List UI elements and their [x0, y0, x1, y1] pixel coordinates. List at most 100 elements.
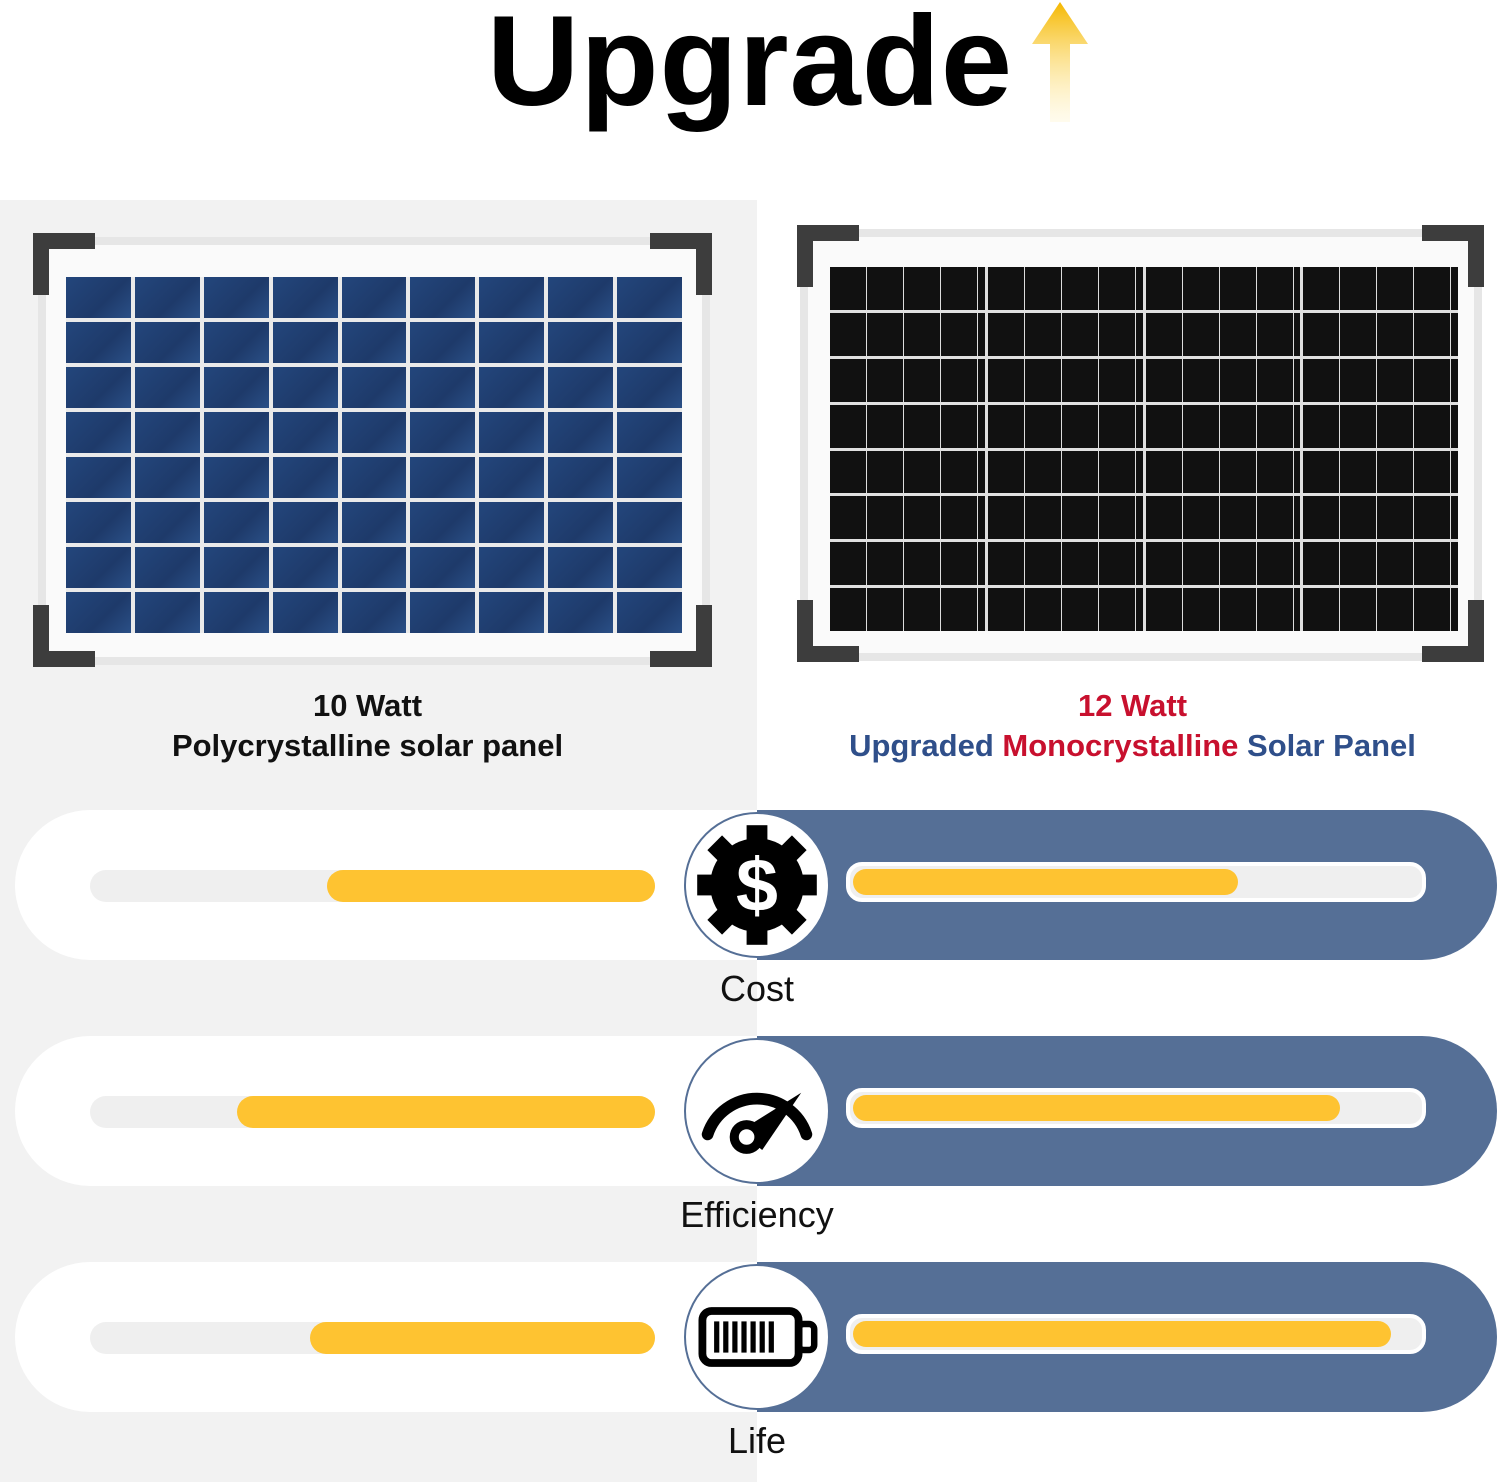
- solar-cell: [830, 450, 985, 494]
- solar-cell: [66, 412, 131, 453]
- left-product-caption: 10 Watt Polycrystalline solar panel: [0, 686, 735, 766]
- solar-cell: [203, 367, 269, 408]
- solar-cell: [341, 367, 407, 408]
- solar-cell: [272, 457, 338, 498]
- solar-cell: [987, 312, 1143, 356]
- solar-cell: [830, 312, 985, 356]
- solar-cell: [341, 277, 407, 318]
- solar-cell: [548, 592, 614, 633]
- polycrystalline-panel-image: [38, 237, 710, 665]
- solar-cell: [1303, 312, 1458, 356]
- solar-cell: [1303, 450, 1458, 494]
- solar-cell: [1145, 358, 1301, 402]
- solar-cell: [272, 502, 338, 543]
- solar-cell: [1145, 450, 1301, 494]
- solar-cell: [410, 547, 476, 588]
- solar-cell: [617, 547, 682, 588]
- solar-cell: [203, 502, 269, 543]
- solar-cell: [203, 322, 269, 363]
- solar-cell: [987, 496, 1143, 540]
- solar-cell: [134, 592, 200, 633]
- metric-label: Efficiency: [680, 1194, 834, 1235]
- solar-cell: [1145, 267, 1301, 310]
- solar-cell: [987, 358, 1143, 402]
- solar-cell: [987, 450, 1143, 494]
- right-product-prefix: Upgraded: [849, 728, 994, 763]
- solar-cell: [479, 412, 545, 453]
- solar-cell: [272, 592, 338, 633]
- solar-cell: [203, 457, 269, 498]
- left-level-bar: [90, 870, 655, 902]
- solar-cell: [272, 547, 338, 588]
- solar-cell: [1303, 358, 1458, 402]
- right-level-bar: [846, 1314, 1426, 1354]
- dollar-gear-icon: $: [684, 812, 830, 958]
- solar-cell: [548, 457, 614, 498]
- metric-row-cost: [15, 810, 1497, 960]
- solar-cell: [548, 367, 614, 408]
- solar-cell: [479, 502, 545, 543]
- metric-label: Life: [727, 1420, 787, 1461]
- right-level-bar: [846, 862, 1426, 902]
- solar-cell: [617, 502, 682, 543]
- left-level-fill: [310, 1322, 655, 1354]
- solar-cell: [203, 547, 269, 588]
- solar-cell: [66, 277, 131, 318]
- solar-cell: [830, 588, 985, 631]
- left-product-watt: 10 Watt: [312, 688, 423, 723]
- solar-cell: [1145, 312, 1301, 356]
- solar-cell: [410, 592, 476, 633]
- page-title: Upgrade: [486, 0, 1014, 133]
- solar-cell: [830, 404, 985, 448]
- solar-cell: [1145, 496, 1301, 540]
- left-level-fill: [327, 870, 655, 902]
- svg-text:$: $: [736, 843, 778, 927]
- solar-cell: [987, 542, 1143, 586]
- solar-cell: [272, 367, 338, 408]
- solar-cell: [479, 547, 545, 588]
- solar-cell: [341, 592, 407, 633]
- solar-cell: [548, 277, 614, 318]
- solar-cell: [617, 367, 682, 408]
- solar-cell: [830, 496, 985, 540]
- monocrystalline-panel-image: [800, 229, 1482, 661]
- solar-cell: [410, 277, 476, 318]
- solar-cell: [617, 592, 682, 633]
- solar-cell: [410, 502, 476, 543]
- solar-cell: [617, 322, 682, 363]
- solar-cell: [1145, 542, 1301, 586]
- solar-cell: [203, 412, 269, 453]
- metric-label: Cost: [719, 968, 795, 1009]
- solar-cell: [272, 322, 338, 363]
- solar-cell: [479, 277, 545, 318]
- speedometer-icon: [684, 1038, 830, 1184]
- solar-cell: [479, 457, 545, 498]
- solar-cell: [272, 277, 338, 318]
- left-level-bar: [90, 1096, 655, 1128]
- solar-cell: [1303, 496, 1458, 540]
- solar-cell: [341, 457, 407, 498]
- solar-cell: [134, 277, 200, 318]
- solar-cell: [66, 367, 131, 408]
- right-level-fill: [853, 1321, 1391, 1347]
- solar-cell: [1303, 404, 1458, 448]
- solar-cell: [830, 267, 985, 310]
- metric-row-efficiency: [15, 1036, 1497, 1186]
- solar-cell: [134, 547, 200, 588]
- up-arrow-icon: [1032, 2, 1088, 122]
- solar-cell: [66, 547, 131, 588]
- solar-cell: [1303, 588, 1458, 631]
- right-level-bar: [846, 1088, 1426, 1128]
- right-product-suffix: Solar Panel: [1247, 728, 1416, 763]
- right-product-caption: 12 Watt Upgraded Monocrystalline Solar P…: [780, 686, 1485, 766]
- solar-cell: [410, 412, 476, 453]
- solar-cell: [134, 502, 200, 543]
- solar-cell: [479, 322, 545, 363]
- solar-cell: [548, 412, 614, 453]
- right-level-fill: [853, 1095, 1340, 1121]
- solar-cell: [479, 367, 545, 408]
- solar-cell: [203, 277, 269, 318]
- solar-cell: [830, 542, 985, 586]
- solar-cell: [1303, 267, 1458, 310]
- left-level-bar: [90, 1322, 655, 1354]
